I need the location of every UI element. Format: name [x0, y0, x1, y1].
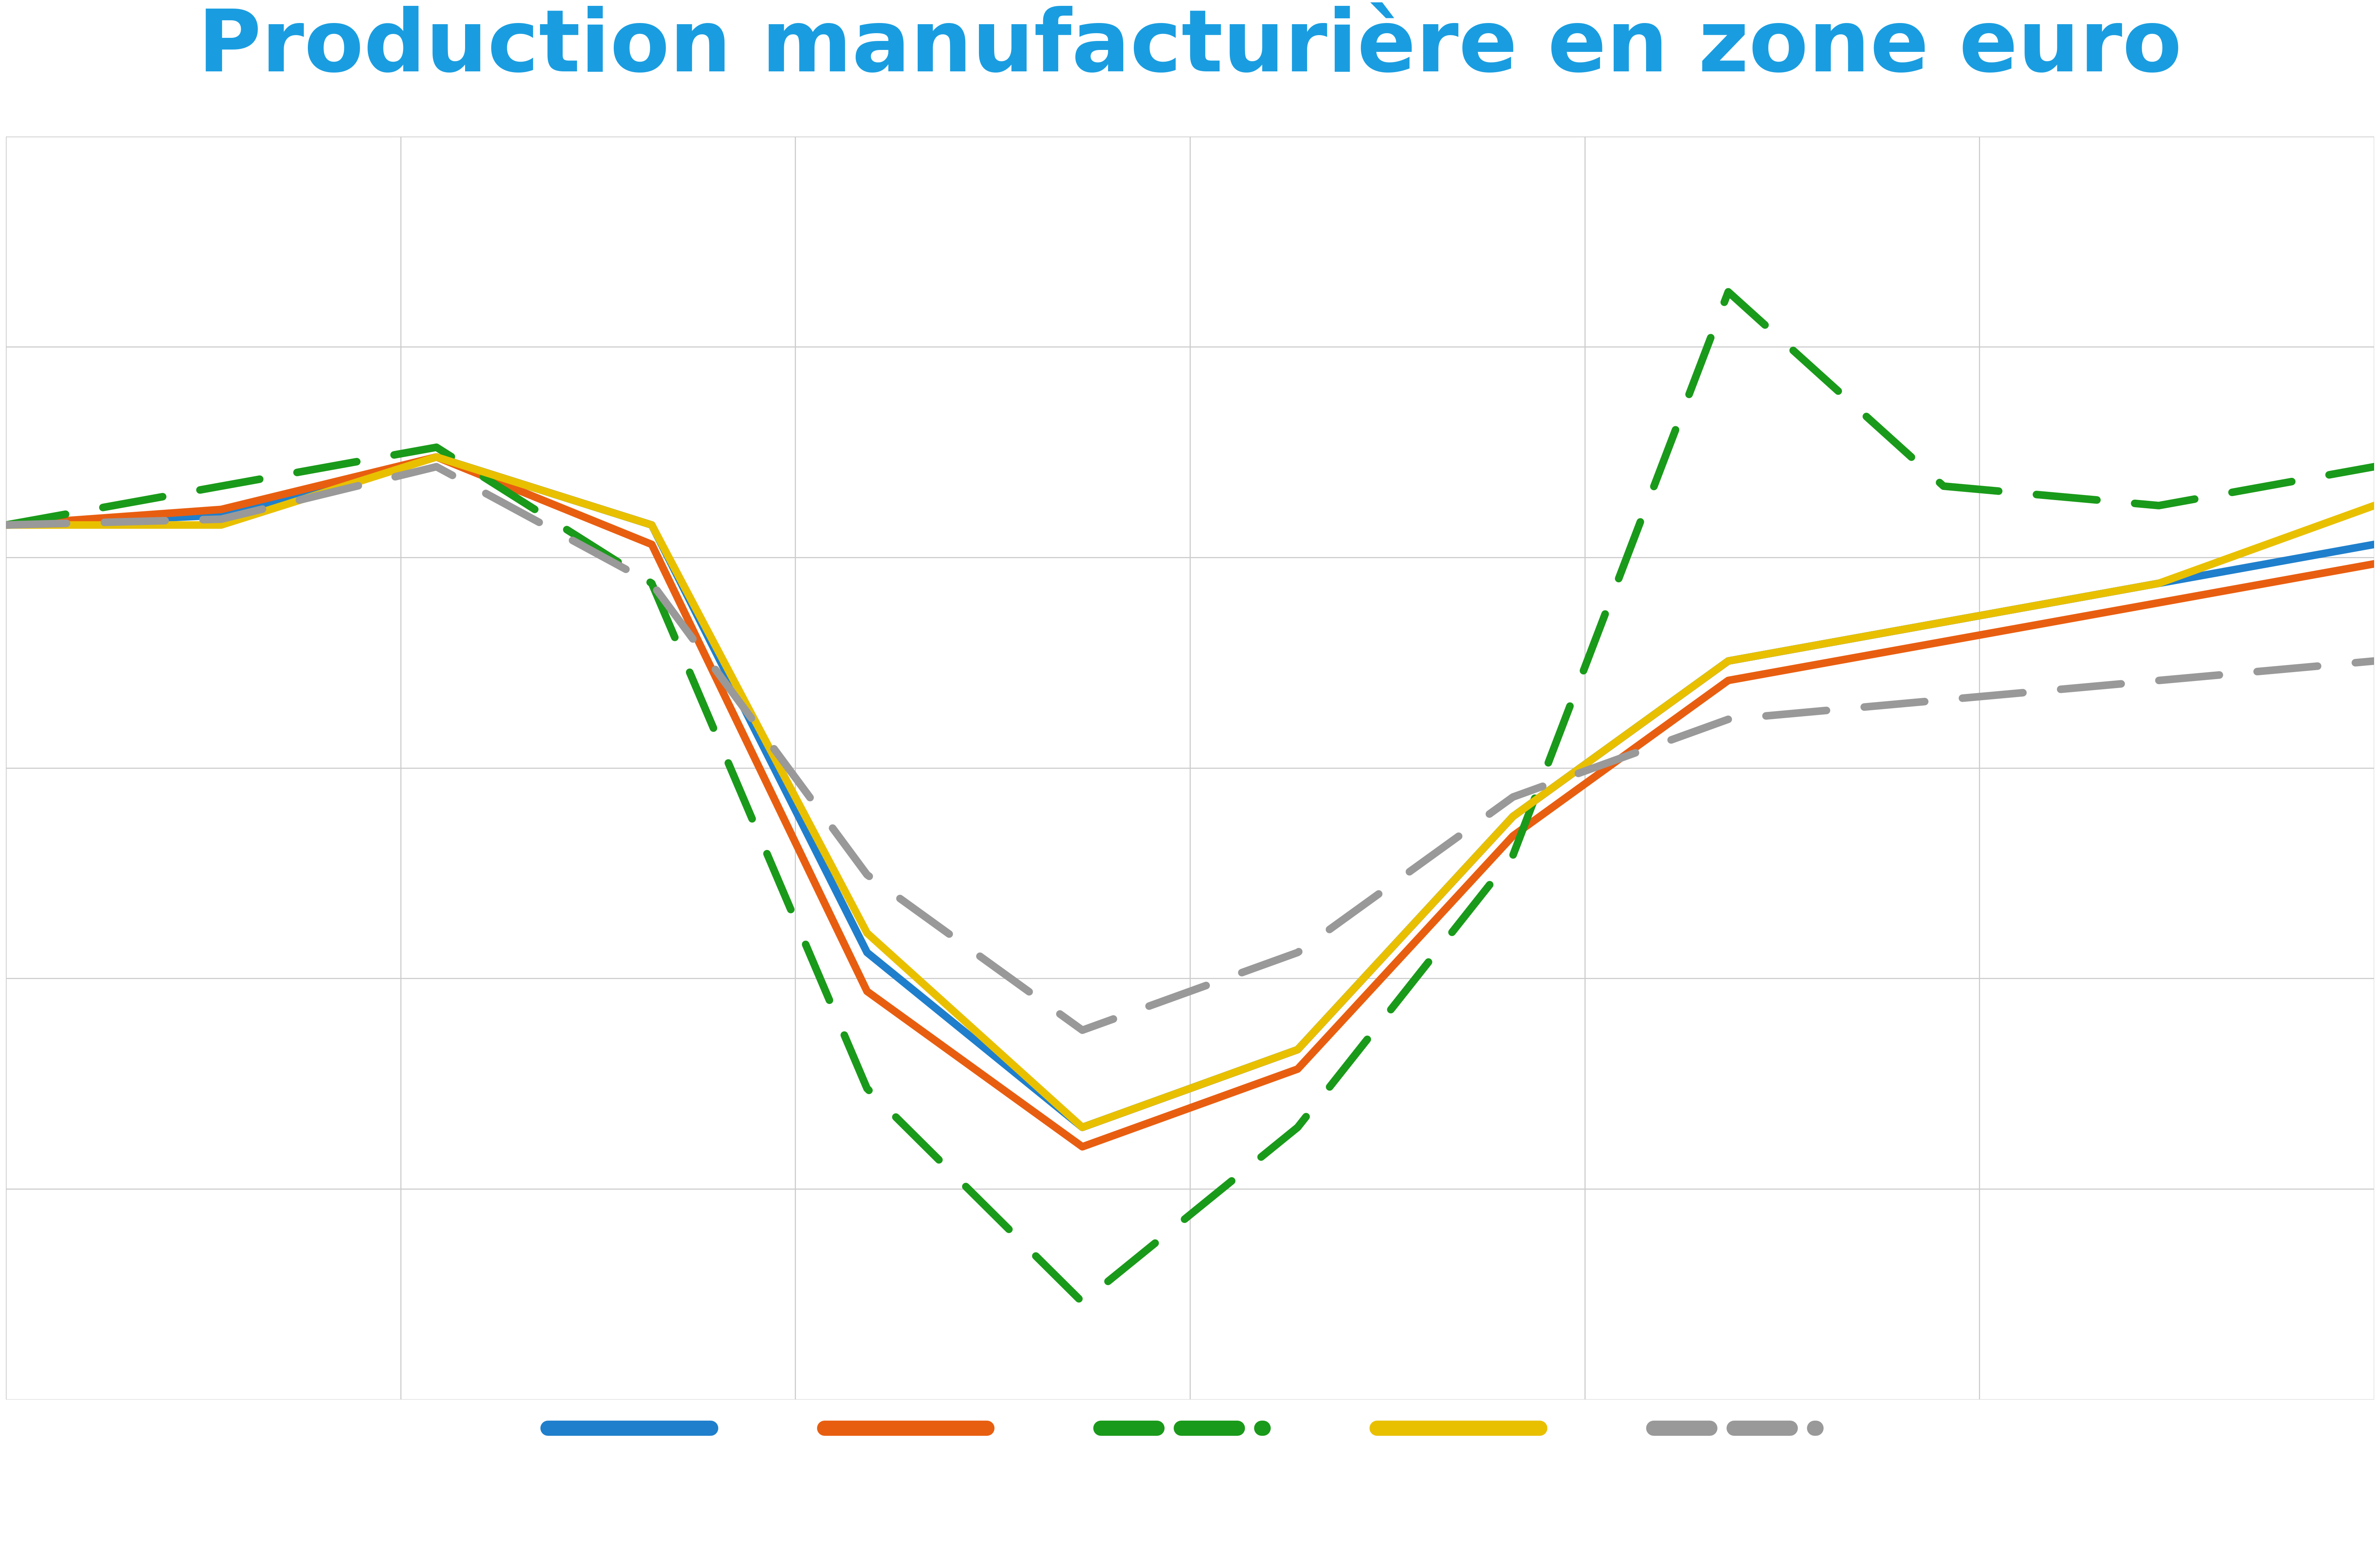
Legend: , , , , : , , , ,	[536, 1402, 1844, 1459]
Title: Production manufacturière en zone euro: Production manufacturière en zone euro	[198, 6, 2182, 89]
